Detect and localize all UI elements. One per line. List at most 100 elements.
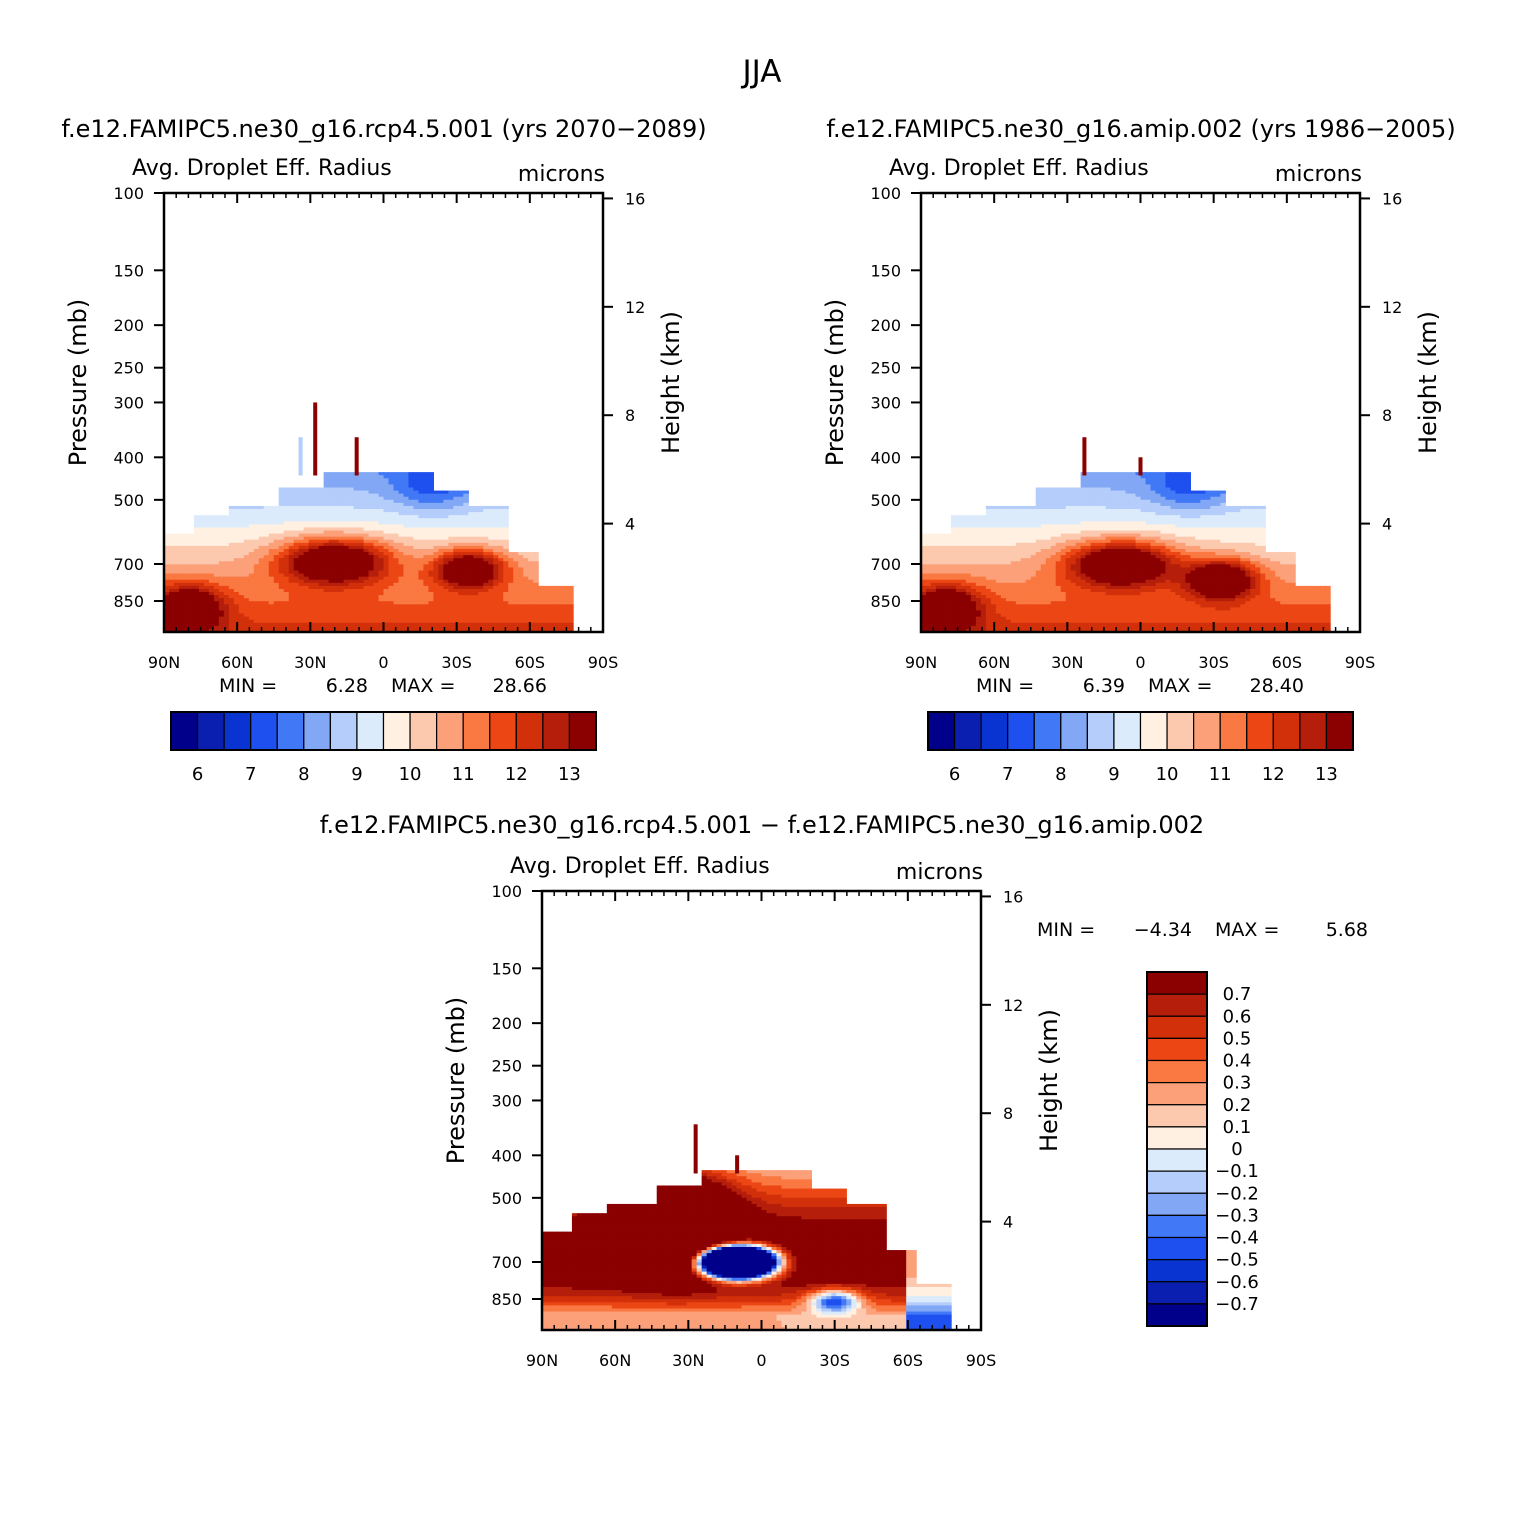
contour-cell <box>503 607 509 612</box>
contour-cell <box>208 548 215 553</box>
contour-cell <box>1140 496 1147 501</box>
contour-cell <box>1065 533 1072 538</box>
contour-cell <box>1215 555 1221 559</box>
contour-cell <box>1240 552 1246 556</box>
contour-cell <box>418 567 425 572</box>
contour-cell <box>1090 558 1097 562</box>
contour-cell <box>1065 499 1072 504</box>
contour-cell <box>448 518 454 522</box>
contour-cell <box>353 598 360 602</box>
contour-cell <box>373 518 380 522</box>
contour-cell <box>433 536 439 541</box>
contour-cell <box>1165 548 1172 553</box>
contour-cell <box>1155 518 1162 522</box>
contour-cell <box>408 496 415 501</box>
contour-cell <box>183 548 190 553</box>
contour-cell <box>313 521 320 525</box>
contour-cell <box>338 533 345 538</box>
contour-cell <box>373 542 380 547</box>
contour-cell <box>333 604 340 608</box>
contour-cell <box>428 619 434 624</box>
contour-cell <box>303 564 310 569</box>
contour-cell <box>448 542 454 547</box>
contour-cell <box>413 616 420 621</box>
contour-cell <box>1000 512 1007 516</box>
contour-cell <box>1075 509 1082 513</box>
contour-cell <box>218 598 225 602</box>
contour-cell <box>198 515 205 519</box>
contour-cell <box>203 518 210 522</box>
contour-cell <box>353 558 360 562</box>
contour-cell <box>318 579 325 584</box>
contour-cell <box>468 585 474 590</box>
contour-cell <box>263 588 270 593</box>
contour-cell <box>293 555 300 559</box>
contour-cell <box>218 576 225 581</box>
contour-cell <box>930 536 937 541</box>
contour-cell <box>1005 527 1012 532</box>
contour-cell <box>1120 545 1127 550</box>
contour-cell <box>458 524 464 529</box>
contour-cell <box>950 518 957 522</box>
contour-cell <box>1120 490 1127 495</box>
contour-cell <box>343 595 350 599</box>
contour-cell <box>303 539 310 544</box>
contour-cell <box>1205 539 1211 544</box>
contour-cell <box>338 496 345 501</box>
contour-cell <box>528 579 534 584</box>
contour-cell <box>965 552 972 556</box>
contour-cell <box>1165 484 1172 489</box>
contour-cell <box>238 567 245 572</box>
contour-cell <box>298 552 305 556</box>
contour-cell <box>1010 518 1017 522</box>
contour-cell <box>303 598 310 602</box>
contour-cell <box>493 509 499 513</box>
contour-cell <box>213 567 220 572</box>
contour-cell <box>418 592 425 596</box>
contour-cell <box>198 555 205 559</box>
contour-cell <box>293 505 300 510</box>
contour-cell <box>1195 493 1201 498</box>
contour-cell <box>313 545 320 550</box>
contour-cell <box>208 530 215 535</box>
contour-cell <box>358 539 365 544</box>
contour-cell <box>398 582 405 587</box>
contour-cell <box>368 539 375 544</box>
contour-cell <box>438 542 444 547</box>
contour-cell <box>348 502 355 507</box>
contour-cell <box>1095 505 1102 510</box>
contour-cell <box>553 601 559 605</box>
contour-cell <box>353 564 360 569</box>
contour-cell <box>293 613 300 618</box>
contour-cell <box>1015 552 1022 556</box>
contour-cell <box>448 579 454 584</box>
contour-cell <box>273 539 280 544</box>
contour-cell <box>1215 527 1221 532</box>
contour-cell <box>513 552 519 556</box>
contour-cell <box>403 499 410 504</box>
contour-cell <box>985 509 992 513</box>
contour-cell <box>453 548 459 553</box>
contour-cell <box>1205 542 1211 547</box>
contour-cell <box>1070 487 1077 492</box>
contour-cell <box>223 625 230 630</box>
contour-cell <box>1025 555 1032 559</box>
contour-cell <box>168 616 175 621</box>
contour-cell <box>318 496 325 501</box>
contour-cell <box>1095 475 1102 479</box>
contour-cell <box>413 601 420 605</box>
contour-cell <box>1185 493 1191 498</box>
contour-cell <box>1085 472 1092 476</box>
contour-cell <box>283 622 290 627</box>
contour-cell <box>378 613 385 618</box>
contour-cell <box>328 527 335 532</box>
contour-cell <box>483 604 489 608</box>
contour-cell <box>333 533 340 538</box>
contour-cell <box>1220 499 1226 504</box>
contour-cell <box>488 518 494 522</box>
contour-cell <box>483 552 489 556</box>
contour-cell <box>348 552 355 556</box>
contour-cell <box>408 561 415 565</box>
contour-cell <box>568 588 574 593</box>
contour-cell <box>443 567 449 572</box>
